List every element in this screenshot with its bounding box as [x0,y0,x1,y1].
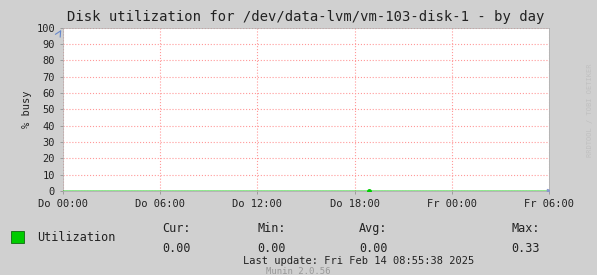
Text: 0.00: 0.00 [359,242,387,255]
Text: Last update: Fri Feb 14 08:55:38 2025: Last update: Fri Feb 14 08:55:38 2025 [242,256,474,266]
Text: Utilization: Utilization [37,230,115,244]
Text: 0.00: 0.00 [257,242,286,255]
Text: Min:: Min: [257,222,286,235]
Title: Disk utilization for /dev/data-lvm/vm-103-disk-1 - by day: Disk utilization for /dev/data-lvm/vm-10… [67,10,544,24]
Text: 0.33: 0.33 [511,242,540,255]
Y-axis label: % busy: % busy [22,90,32,128]
Text: RRDTOOL / TOBI OETIKER: RRDTOOL / TOBI OETIKER [587,63,593,157]
Text: 0.00: 0.00 [162,242,190,255]
Text: Munin 2.0.56: Munin 2.0.56 [266,267,331,275]
Text: Max:: Max: [511,222,540,235]
Text: Avg:: Avg: [359,222,387,235]
Text: Cur:: Cur: [162,222,190,235]
